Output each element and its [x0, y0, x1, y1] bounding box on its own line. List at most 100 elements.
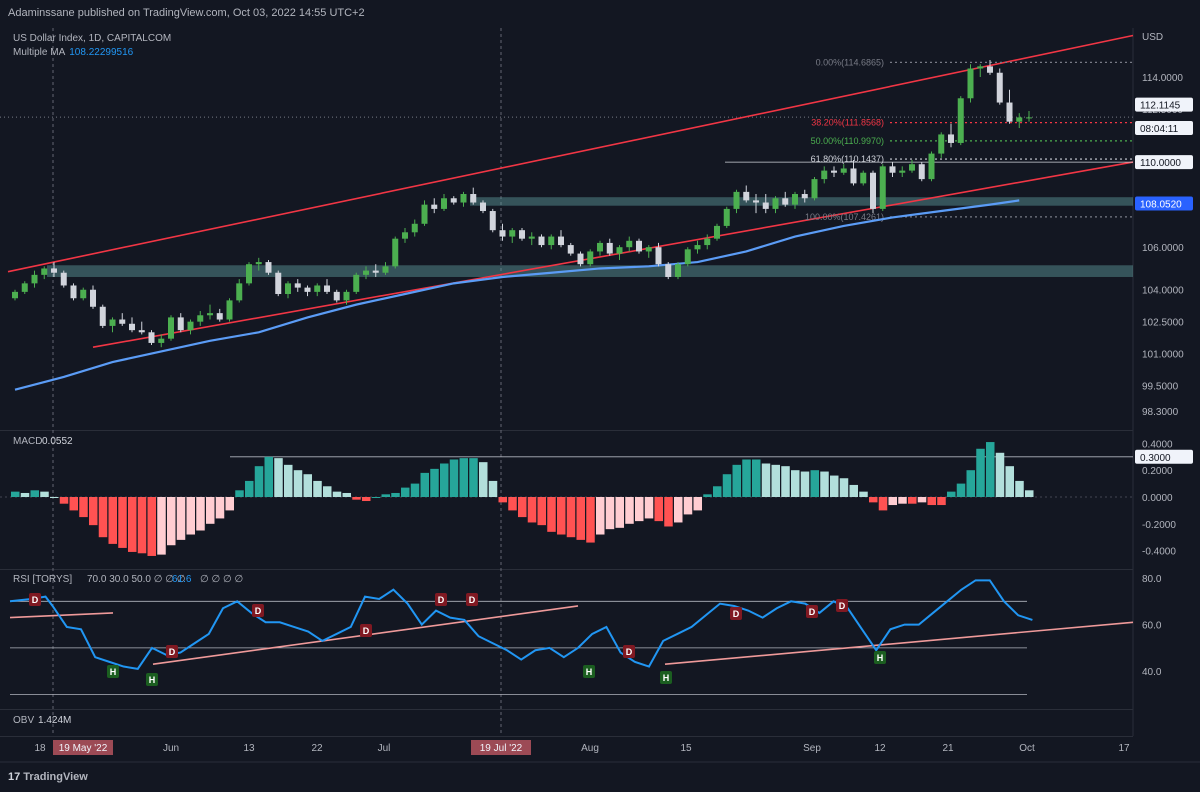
macd-bar: [956, 483, 966, 497]
level-110-tag: 110.0000: [1140, 158, 1181, 169]
macd-bar: [479, 462, 488, 497]
macd-bar: [20, 492, 30, 497]
macd-bar: [254, 466, 264, 497]
ma-value: 108.22299516: [69, 47, 134, 58]
macd-bar: [761, 463, 771, 497]
divergence-h-marker: [107, 665, 119, 678]
candle-body: [148, 332, 155, 343]
candle-body: [80, 289, 87, 299]
rsi-line: [9, 579, 1033, 670]
macd-bar: [752, 459, 761, 497]
candle-body: [99, 306, 106, 326]
candle-body: [782, 198, 789, 205]
countdown-tag-bg: [1135, 121, 1193, 136]
macd-bar: [995, 452, 1005, 497]
candle-body: [441, 198, 447, 209]
divergence-marker-label: H: [586, 667, 593, 677]
macd-bar: [284, 464, 293, 497]
candle-body: [343, 291, 350, 301]
macd-bar: [215, 497, 225, 519]
candle-body: [499, 230, 506, 237]
macd-bar: [644, 497, 654, 519]
macd-bar: [947, 491, 956, 497]
candle-body: [41, 268, 48, 275]
candle-body: [860, 172, 867, 184]
tradingview-brand[interactable]: 17 TradingView: [8, 771, 88, 783]
macd-tick: 0.0000: [1142, 493, 1173, 504]
macd-bar: [118, 497, 127, 548]
symbol-title: US Dollar Index, 1D, CAPITALCOM: [13, 33, 172, 44]
macd-bar: [167, 497, 176, 546]
price-tick: 101.0000: [1142, 350, 1184, 361]
moving-average-line: [14, 199, 1020, 391]
divergence-h-marker: [660, 671, 672, 684]
macd-bar: [664, 497, 673, 527]
candle-body: [743, 191, 750, 201]
macd-bar: [196, 497, 205, 531]
candle-body: [480, 202, 486, 212]
macd-bar: [449, 459, 459, 497]
rsi-trendline: [664, 621, 1134, 666]
candle-body: [694, 245, 701, 250]
macd-bar: [1015, 480, 1024, 497]
divergence-marker-label: D: [626, 647, 633, 657]
candle-body: [772, 198, 779, 209]
obv-label: OBV: [13, 715, 34, 726]
candle-body: [519, 230, 525, 239]
macd-bar: [40, 491, 49, 497]
macd-bar: [869, 497, 878, 503]
candle-body: [801, 194, 808, 199]
macd-bar: [323, 486, 332, 497]
time-tick: Jul: [378, 743, 391, 754]
divergence-marker-label: D: [169, 647, 176, 657]
candle-body: [304, 287, 311, 292]
macd-bar: [430, 468, 439, 497]
macd-bar: [469, 458, 478, 497]
macd-bar: [722, 474, 732, 497]
candle-body: [626, 240, 633, 248]
rsi-trendline: [9, 612, 114, 619]
candle-body: [879, 166, 886, 209]
support-zone-lower: [47, 265, 1133, 277]
divergence-marker-label: H: [877, 653, 884, 663]
publisher-header: Adaminssane published on TradingView.com…: [8, 7, 365, 19]
macd-bar: [625, 497, 634, 524]
divergence-marker-label: D: [438, 595, 445, 605]
macd-bar: [683, 497, 693, 515]
candle-body: [996, 72, 1003, 103]
candle-body: [158, 338, 165, 343]
candle-body: [372, 270, 379, 273]
macd-bar: [410, 483, 420, 497]
candle-body: [470, 194, 477, 203]
divergence-marker-label: D: [255, 606, 262, 616]
rsi-value: 61.6: [172, 574, 192, 585]
price-tick: 106.0000: [1142, 243, 1184, 254]
divergence-marker-label: D: [469, 595, 476, 605]
macd-bar: [927, 497, 936, 506]
time-highlight-bg: [471, 740, 531, 755]
divergence-d-marker: [252, 604, 264, 617]
macd-bar: [1005, 466, 1014, 497]
macd-bar: [586, 497, 595, 543]
candle-body: [548, 236, 555, 246]
macd-level-tag: 0.3000: [1140, 453, 1171, 464]
candle-body: [616, 247, 623, 254]
macd-bar: [878, 497, 888, 511]
time-highlight-bg: [53, 740, 113, 755]
divergence-marker-label: D: [839, 601, 846, 611]
candle-body: [558, 236, 564, 246]
candle-body: [90, 289, 96, 307]
candle-body: [889, 166, 896, 173]
macd-bar: [235, 490, 244, 497]
fib-level-0-label: 0.00%(114.6865): [816, 57, 884, 67]
macd-bar: [654, 497, 663, 522]
candle-body: [938, 134, 945, 154]
divergence-d-marker: [836, 599, 848, 612]
candle-body: [957, 98, 964, 143]
brand-name: TradingView: [23, 771, 88, 783]
macd-bar: [937, 497, 946, 506]
candle-body: [51, 268, 57, 273]
time-tick: 22: [311, 743, 323, 754]
macd-bar: [108, 497, 117, 544]
